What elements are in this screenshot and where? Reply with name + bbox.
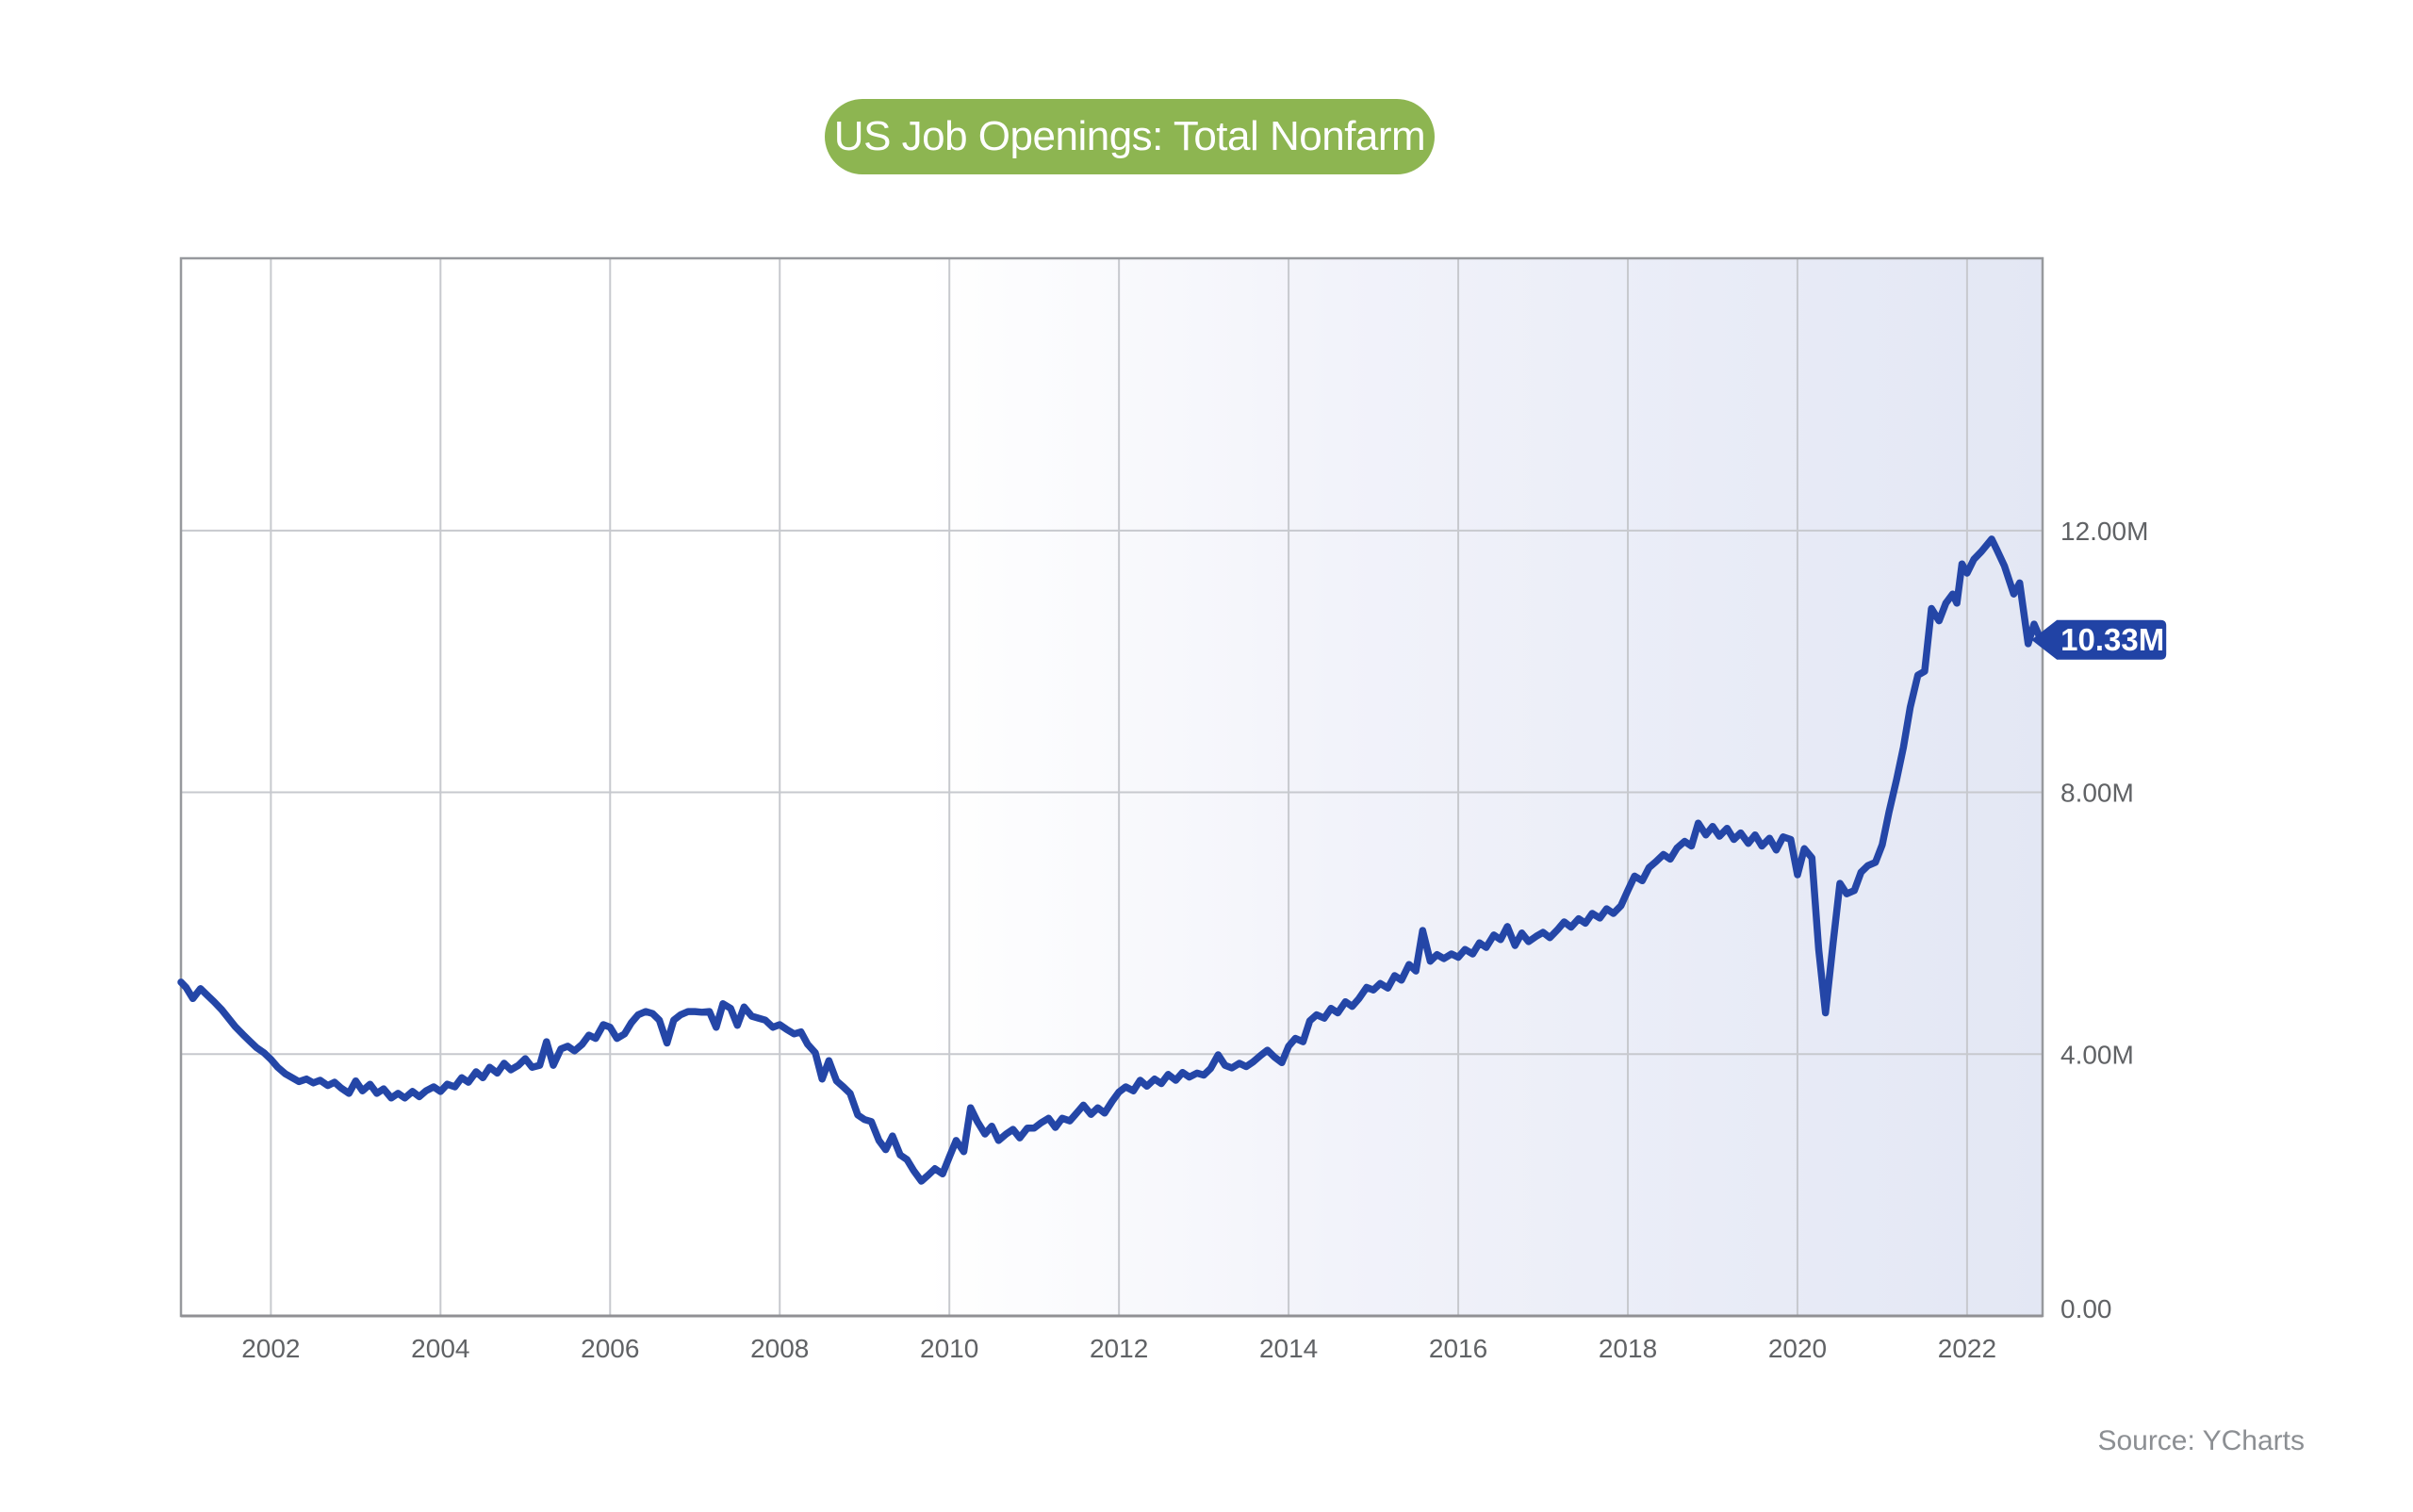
x-tick-label: 2010 [920, 1334, 978, 1363]
plot-area [181, 258, 2043, 1316]
x-tick-label: 2020 [1768, 1334, 1827, 1363]
x-axis-labels: 2002 2004 2006 2008 2010 2012 2014 2016 2018 2020… [241, 1334, 1996, 1363]
chart-title: US Job Openings: Total Nonfarm [833, 113, 1426, 159]
x-tick-label: 2002 [241, 1334, 300, 1363]
y-tick-label: 0.00 [2060, 1294, 2112, 1323]
x-tick-label: 2022 [1938, 1334, 1996, 1363]
series-line [177, 535, 2044, 1185]
x-tick-label: 2008 [750, 1334, 809, 1363]
gridlines [181, 258, 2043, 1316]
last-value-badge-label: 10.33M [2060, 622, 2164, 657]
y-tick-label: 12.00M [2060, 517, 2148, 546]
last-value-badge: 10.33M [2031, 619, 2167, 660]
chart-title-pill: US Job Openings: Total Nonfarm [825, 99, 1435, 174]
x-tick-label: 2014 [1259, 1334, 1318, 1363]
y-tick-label: 8.00M [2060, 779, 2134, 808]
source-attribution: Source: YCharts [2097, 1425, 2305, 1456]
x-tick-label: 2006 [581, 1334, 639, 1363]
x-tick-label: 2018 [1599, 1334, 1657, 1363]
last-value-badge-flag [2031, 619, 2167, 660]
y-axis-labels: 12.00M 8.00M 4.00M 0.00 [2060, 517, 2148, 1323]
x-tick-label: 2016 [1429, 1334, 1487, 1363]
x-tick-label: 2012 [1090, 1334, 1148, 1363]
x-tick-label: 2004 [411, 1334, 469, 1363]
y-tick-label: 4.00M [2060, 1040, 2134, 1069]
